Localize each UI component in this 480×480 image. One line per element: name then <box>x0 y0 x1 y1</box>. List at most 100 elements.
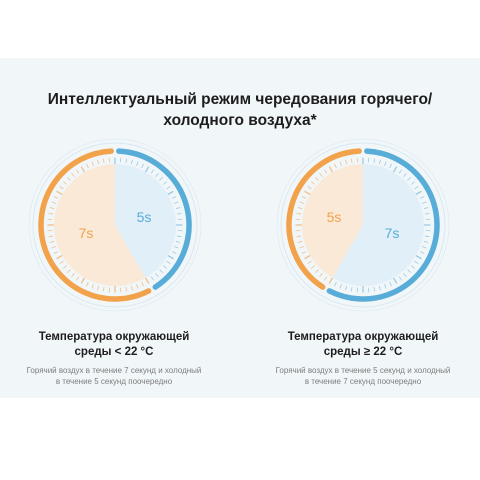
cold-sector <box>115 164 177 278</box>
dial-tick <box>63 181 67 185</box>
dial-tick <box>296 235 302 238</box>
dial-tick <box>304 254 311 260</box>
dial-tick <box>125 158 128 164</box>
dial-tick <box>299 246 304 249</box>
dial-tick <box>389 281 392 287</box>
dial-tick <box>171 196 177 199</box>
dial-tick <box>411 265 415 269</box>
caption-description: Горячий воздух в течение 5 секунд и холо… <box>275 366 451 386</box>
hot-sector <box>301 164 363 278</box>
cold-duration-label: 7s <box>385 225 400 241</box>
dial-tick <box>319 173 323 177</box>
dial-tick <box>51 201 56 204</box>
hot-duration-label: 7s <box>79 225 94 241</box>
dial-tick <box>423 240 429 243</box>
dial-tick <box>419 196 425 199</box>
dial-tick <box>176 212 182 215</box>
dial-tick <box>49 240 55 243</box>
dial-tick <box>323 276 328 281</box>
dial-tick <box>155 173 159 177</box>
dial-tick <box>141 281 144 287</box>
hot-arc <box>38 148 152 302</box>
dial-tick <box>86 281 89 287</box>
dial-tick <box>141 163 144 169</box>
decorative-ring <box>32 142 198 308</box>
dial-tick <box>144 277 150 284</box>
dial-tick <box>91 161 94 166</box>
dial-tick <box>75 276 80 281</box>
dial-tick <box>144 166 150 173</box>
dial-tick <box>334 281 337 287</box>
dial-tick <box>66 269 71 274</box>
dial-tick <box>71 273 75 277</box>
dial-tick <box>159 176 164 181</box>
dial-tick <box>75 169 80 174</box>
dial-tick <box>171 251 177 254</box>
dial-tick <box>403 273 407 277</box>
dial-tick <box>56 190 63 196</box>
dial-tick <box>419 251 425 254</box>
dial-tick <box>415 190 422 196</box>
dial-tick <box>102 286 105 292</box>
cold-arc <box>326 148 440 302</box>
dial-tick <box>398 169 403 174</box>
caption-below-22: Температура окружающей среды < 22 °C Гор… <box>4 330 224 387</box>
dial-tick <box>71 173 75 177</box>
dial-tick <box>424 235 430 238</box>
dial-tick <box>297 240 303 243</box>
hot-sector <box>54 164 146 286</box>
dial-tick <box>311 265 315 269</box>
dial-tick <box>297 207 303 210</box>
dial-tick <box>163 181 167 185</box>
dial-tick <box>80 166 86 173</box>
dial-tick <box>328 277 334 284</box>
dial-tick <box>176 235 182 238</box>
dial-tick <box>378 159 381 165</box>
cold-duration-label: 5s <box>137 209 152 225</box>
dial-tick <box>97 285 100 291</box>
timer-dial-below-22: 7s 5s <box>28 138 202 312</box>
timer-dial-at-least-22: 5s 7s <box>276 138 450 312</box>
dial-tick <box>403 173 407 177</box>
dial-tick <box>398 276 403 281</box>
caption-description: Горячий воздух в течение 7 секунд и холо… <box>26 366 202 386</box>
dial-tick <box>56 254 63 260</box>
dial-tick <box>304 190 311 196</box>
dial-tick <box>150 169 155 174</box>
dial-tick <box>166 260 171 265</box>
dial-tick <box>307 260 312 265</box>
dial-tick <box>407 269 412 274</box>
hot-arc <box>286 148 362 290</box>
dial-tick <box>299 201 304 204</box>
dial-tick <box>334 163 337 169</box>
dial-tick <box>422 246 427 249</box>
dial-tick <box>80 277 86 284</box>
dial-tick <box>63 265 67 269</box>
dial-tick <box>59 260 64 265</box>
dial-tick <box>319 273 323 277</box>
decorative-ring <box>28 138 202 312</box>
dial-tick <box>323 169 328 174</box>
dial-tick <box>422 201 427 204</box>
caption-at-least-22: Температура окружающей среды ≥ 22 °C Гор… <box>253 330 473 387</box>
dial-tick <box>314 269 319 274</box>
dial-tick <box>339 284 342 289</box>
dial-tick <box>328 166 334 173</box>
dial-tick <box>415 254 422 260</box>
dial-tick <box>345 159 348 165</box>
dial-tick <box>86 163 89 169</box>
dial-tick <box>350 286 353 292</box>
dial-tick <box>414 260 419 265</box>
dial-tick <box>424 212 430 215</box>
dial-tick <box>130 159 133 165</box>
dial-tick <box>53 196 59 199</box>
dial-tick <box>411 181 415 185</box>
dial-tick <box>350 158 353 164</box>
title-line-1: Интеллектуальный режим чередования горяч… <box>47 91 433 108</box>
dial-tick <box>373 158 376 164</box>
caption-title-line-1: Температура окружающей <box>287 331 439 343</box>
dial-tick <box>174 201 179 204</box>
decorative-ring <box>276 138 450 312</box>
dial-tick <box>174 246 179 249</box>
dial-tick <box>136 161 139 166</box>
